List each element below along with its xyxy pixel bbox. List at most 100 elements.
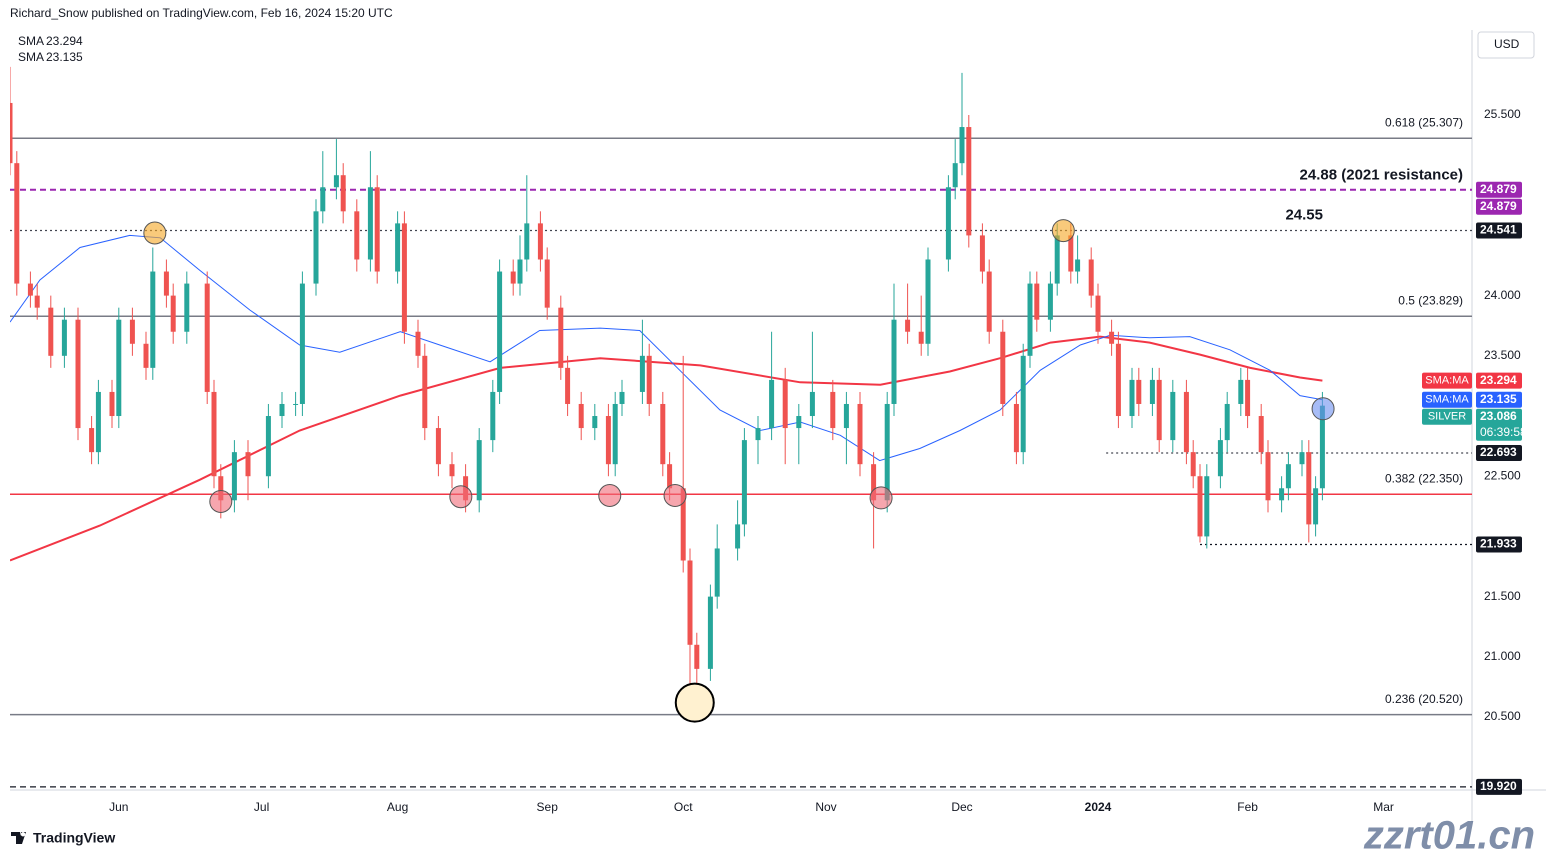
candle-body (1313, 488, 1319, 525)
candle-body (1027, 283, 1033, 356)
brand-name: TradingView (33, 830, 115, 846)
price-tag-value: 19.920 (1480, 779, 1517, 793)
y-tick-label: 23.500 (1484, 348, 1521, 362)
candle-body (565, 367, 571, 404)
byline: Richard_Snow published on TradingView.co… (10, 6, 393, 20)
candle-body (510, 271, 516, 284)
candle-body (435, 428, 441, 465)
price-tag: 19.920 (1476, 778, 1522, 795)
level-label: 0.618 (25.307) (1385, 115, 1463, 129)
y-tick-label: 25.500 (1484, 107, 1521, 121)
candle-body (830, 391, 836, 429)
watermark: zzrt01.cn (1363, 814, 1535, 857)
price-tag-value: 22.693 (1480, 445, 1517, 459)
candle-body (150, 271, 156, 368)
price-tag-box (1476, 408, 1522, 441)
candle-body (497, 271, 503, 392)
currency-button[interactable] (1477, 31, 1535, 59)
candle-body (1095, 295, 1101, 332)
candle-body (1217, 440, 1223, 477)
x-tick-label: 2024 (1085, 800, 1112, 814)
marker (1311, 397, 1335, 421)
marker (869, 486, 893, 510)
candle-body (1149, 379, 1155, 404)
sma-line (10, 335, 1323, 562)
candle-body (14, 163, 20, 284)
candle-body (1020, 355, 1026, 453)
candle-body (1238, 379, 1244, 404)
y-tick-label: 24.000 (1484, 288, 1521, 302)
price-tag-value: 23.294 (1480, 373, 1517, 387)
candle-body (612, 403, 618, 465)
legend-name: SMA (18, 50, 44, 64)
candle-body (605, 416, 611, 465)
candle-body (986, 271, 992, 332)
sma-line (10, 234, 1323, 462)
candle-body (1088, 259, 1094, 296)
y-tick-label: 20.500 (1484, 709, 1521, 723)
candle-body (945, 187, 951, 260)
candle-body (1285, 464, 1291, 489)
candle-body (544, 259, 550, 308)
candle-body (782, 379, 788, 429)
x-tick-label: Mar (1373, 800, 1394, 814)
price-tag: 24.541 (1476, 222, 1522, 239)
price-tag-label: SMA:MA (1425, 375, 1469, 387)
price-tag-box (1476, 391, 1522, 408)
price-tag-box (1476, 198, 1522, 215)
candle-body (143, 343, 149, 368)
candle-body (667, 464, 673, 489)
candle-body (75, 319, 81, 429)
price-tag-value: 24.541 (1480, 223, 1517, 237)
candle-body (796, 416, 802, 429)
price-tag: 23.294 SMA:MA (1422, 372, 1522, 389)
price-tag-box (1476, 372, 1522, 389)
price-tag-box (1476, 444, 1522, 461)
candle-body (265, 416, 271, 477)
candle-body (680, 488, 686, 561)
price-tag-value: 21.933 (1480, 537, 1517, 551)
level-label: 0.5 (23.829) (1398, 293, 1463, 307)
candle-body (687, 560, 693, 645)
x-tick-label: Aug (387, 800, 408, 814)
price-tag: 24.879 (1476, 181, 1522, 198)
annotation: 24.55 (1285, 206, 1323, 223)
currency-label[interactable]: USD (1494, 37, 1520, 51)
x-tick-label: Jul (254, 800, 269, 814)
candle-body (1204, 476, 1210, 537)
candle-body (1265, 452, 1271, 501)
candle-body (905, 319, 911, 332)
level-label: 0.382 (22.350) (1385, 471, 1463, 485)
marker (598, 483, 622, 507)
candle-body (537, 223, 543, 260)
candle-body (415, 331, 421, 356)
candle-body (1156, 379, 1162, 441)
price-tag-countdown: 06:39:58 (1480, 425, 1527, 439)
candle-body (524, 223, 530, 260)
candle-body (95, 391, 101, 453)
candle-body (769, 379, 775, 429)
price-tag-box (1476, 181, 1522, 198)
candle-body (422, 355, 428, 429)
price-tag-value: 23.086 (1480, 409, 1517, 423)
price-tag-value: 24.879 (1480, 199, 1517, 213)
candle-body (279, 403, 285, 417)
price-tag-value: 23.135 (1480, 392, 1517, 406)
price-tag-label: SILVER (1428, 411, 1466, 423)
marker (143, 221, 167, 245)
candle-body (979, 235, 985, 272)
candle-body (952, 163, 958, 188)
candle-body (61, 319, 67, 356)
candle-body (293, 403, 299, 405)
candle-body (558, 307, 564, 368)
marker (674, 682, 715, 723)
candle-body (299, 283, 305, 404)
candle-body (809, 391, 815, 417)
candle-body (1034, 283, 1040, 320)
candle-body (367, 187, 373, 260)
y-tick-label: 21.000 (1484, 649, 1521, 663)
candle-body (1115, 343, 1121, 417)
candle-body (218, 476, 224, 501)
